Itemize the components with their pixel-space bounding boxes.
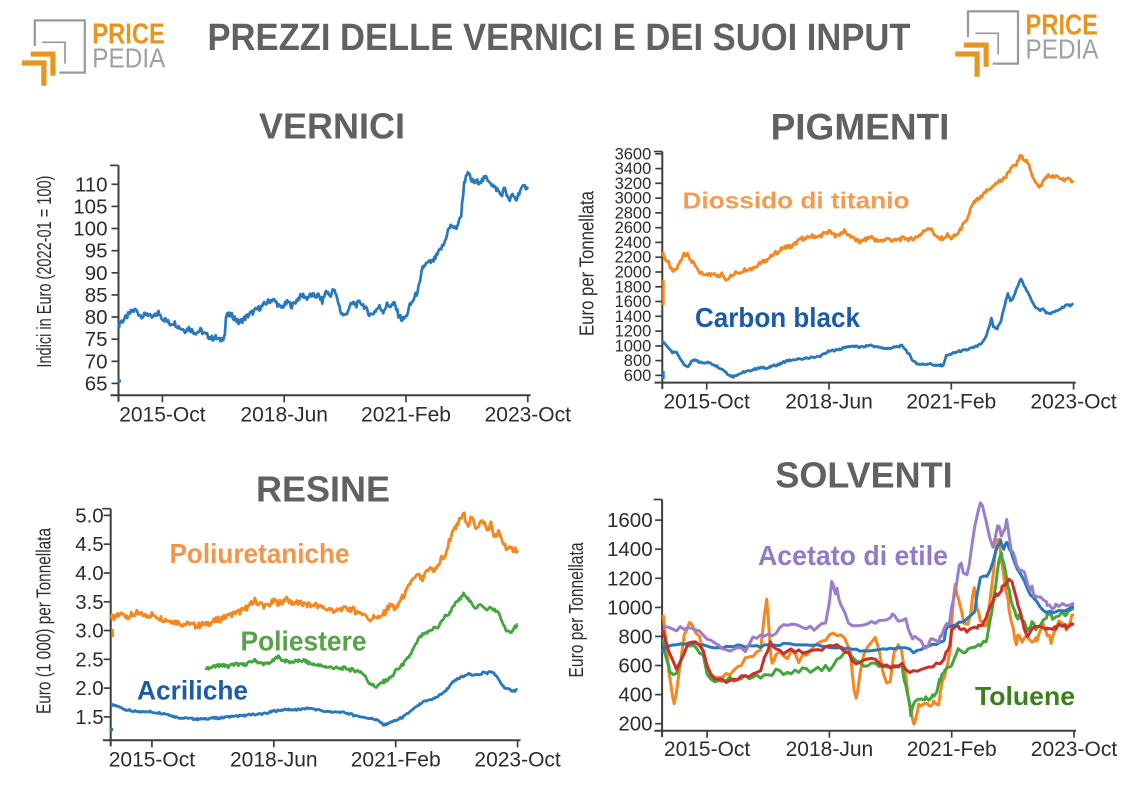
svg-text:90: 90 bbox=[85, 262, 108, 285]
svg-text:2023-Oct: 2023-Oct bbox=[474, 748, 561, 771]
svg-text:PRICE: PRICE bbox=[92, 19, 165, 51]
svg-text:800: 800 bbox=[618, 625, 652, 648]
svg-text:105: 105 bbox=[73, 195, 107, 218]
svg-text:2.5: 2.5 bbox=[75, 648, 104, 671]
svg-text:3.0: 3.0 bbox=[75, 620, 104, 643]
svg-text:Diossido di titanio: Diossido di titanio bbox=[683, 187, 910, 213]
svg-text:3400: 3400 bbox=[615, 160, 652, 178]
svg-text:2023-Oct: 2023-Oct bbox=[1030, 391, 1117, 414]
svg-text:4.5: 4.5 bbox=[75, 533, 104, 556]
svg-text:1800: 1800 bbox=[615, 278, 652, 296]
svg-text:3200: 3200 bbox=[615, 175, 652, 193]
svg-text:Euro per Tonnellata: Euro per Tonnellata bbox=[577, 190, 599, 336]
svg-text:2021-Feb: 2021-Feb bbox=[351, 748, 441, 771]
svg-text:1400: 1400 bbox=[607, 538, 653, 561]
svg-text:SOLVENTI: SOLVENTI bbox=[775, 455, 952, 496]
svg-text:Toluene: Toluene bbox=[975, 681, 1075, 711]
svg-text:2.0: 2.0 bbox=[75, 677, 104, 700]
svg-text:2021-Feb: 2021-Feb bbox=[361, 403, 451, 426]
svg-text:1000: 1000 bbox=[607, 596, 653, 619]
svg-text:3600: 3600 bbox=[615, 145, 652, 163]
svg-text:200: 200 bbox=[618, 713, 652, 736]
svg-text:100: 100 bbox=[73, 218, 107, 241]
svg-text:Euro per Tonnellata: Euro per Tonnellata bbox=[566, 542, 588, 678]
svg-text:800: 800 bbox=[624, 352, 652, 370]
svg-text:Euro (1 000) per Tonnellata: Euro (1 000) per Tonnellata bbox=[34, 527, 56, 714]
svg-text:4.0: 4.0 bbox=[75, 562, 104, 585]
svg-text:3000: 3000 bbox=[615, 190, 652, 208]
svg-text:1000: 1000 bbox=[615, 337, 652, 355]
svg-text:3.5: 3.5 bbox=[75, 591, 104, 614]
svg-text:70: 70 bbox=[85, 350, 108, 373]
svg-text:2023-Oct: 2023-Oct bbox=[1031, 738, 1118, 761]
svg-text:2000: 2000 bbox=[615, 264, 652, 282]
svg-text:2015-Oct: 2015-Oct bbox=[664, 391, 751, 414]
svg-text:600: 600 bbox=[624, 367, 652, 385]
svg-text:1.5: 1.5 bbox=[75, 706, 104, 729]
svg-text:Acetato di etile: Acetato di etile bbox=[758, 540, 948, 571]
svg-text:80: 80 bbox=[85, 306, 108, 329]
svg-text:75: 75 bbox=[85, 328, 108, 351]
svg-text:2015-Oct: 2015-Oct bbox=[109, 748, 196, 771]
svg-text:2400: 2400 bbox=[615, 234, 652, 252]
svg-text:VERNICI: VERNICI bbox=[259, 105, 405, 146]
svg-text:Poliuretaniche: Poliuretaniche bbox=[170, 538, 350, 569]
svg-text:1200: 1200 bbox=[607, 567, 653, 590]
svg-text:5.0: 5.0 bbox=[75, 504, 104, 527]
svg-text:110: 110 bbox=[75, 173, 108, 196]
svg-text:65: 65 bbox=[85, 372, 108, 395]
svg-text:95: 95 bbox=[85, 240, 108, 263]
svg-text:PREZZI DELLE VERNICI E DEI SUO: PREZZI DELLE VERNICI E DEI SUOI INPUT bbox=[208, 17, 911, 59]
svg-text:1200: 1200 bbox=[615, 323, 652, 341]
svg-text:2018-Jun: 2018-Jun bbox=[230, 748, 318, 771]
svg-text:PEDIA: PEDIA bbox=[92, 43, 165, 74]
svg-text:2018-Jun: 2018-Jun bbox=[786, 738, 874, 761]
svg-text:2800: 2800 bbox=[615, 204, 652, 222]
svg-text:85: 85 bbox=[85, 284, 108, 307]
svg-text:1600: 1600 bbox=[607, 509, 653, 532]
svg-text:RESINE: RESINE bbox=[256, 469, 390, 510]
svg-text:2021-Feb: 2021-Feb bbox=[906, 391, 996, 414]
svg-text:1600: 1600 bbox=[615, 293, 652, 311]
svg-text:400: 400 bbox=[618, 684, 652, 707]
svg-text:2023-Oct: 2023-Oct bbox=[485, 403, 572, 426]
svg-text:2018-Jun: 2018-Jun bbox=[785, 391, 873, 414]
svg-text:2015-Oct: 2015-Oct bbox=[664, 738, 751, 761]
svg-text:2200: 2200 bbox=[615, 249, 652, 267]
svg-text:PEDIA: PEDIA bbox=[1026, 34, 1099, 65]
svg-text:2018-Jun: 2018-Jun bbox=[240, 403, 328, 426]
svg-text:Acriliche: Acriliche bbox=[137, 675, 248, 705]
svg-text:2015-Oct: 2015-Oct bbox=[119, 403, 206, 426]
svg-text:1400: 1400 bbox=[615, 308, 652, 326]
svg-text:Indici in Euro (2022-01 = 100): Indici in Euro (2022-01 = 100) bbox=[34, 176, 56, 368]
svg-text:2600: 2600 bbox=[615, 219, 652, 237]
svg-text:Carbon black: Carbon black bbox=[695, 302, 861, 333]
svg-text:Poliestere: Poliestere bbox=[241, 626, 367, 657]
svg-text:2021-Feb: 2021-Feb bbox=[907, 738, 997, 761]
svg-text:PIGMENTI: PIGMENTI bbox=[771, 106, 950, 147]
svg-text:600: 600 bbox=[618, 655, 652, 678]
svg-text:PRICE: PRICE bbox=[1026, 10, 1099, 42]
